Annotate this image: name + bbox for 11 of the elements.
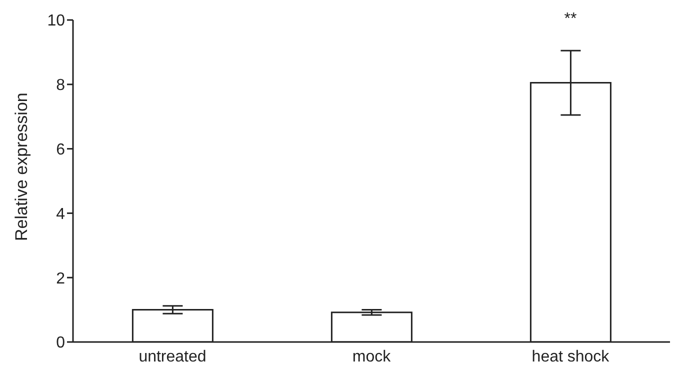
- y-tick-label: 8: [56, 77, 66, 94]
- x-tick-label: heat shock: [532, 348, 610, 366]
- y-tick-label: 2: [56, 270, 66, 288]
- y-axis-title: Relative expression: [12, 92, 32, 241]
- y-tick-label: 0: [56, 334, 66, 352]
- y-tick-label: 4: [56, 206, 66, 223]
- x-tick-label: mock: [352, 348, 392, 366]
- annotation: **: [564, 10, 577, 28]
- x-tick-label: untreated: [138, 348, 206, 366]
- y-tick-label: 10: [47, 12, 66, 30]
- y-tick-label: 6: [56, 141, 66, 158]
